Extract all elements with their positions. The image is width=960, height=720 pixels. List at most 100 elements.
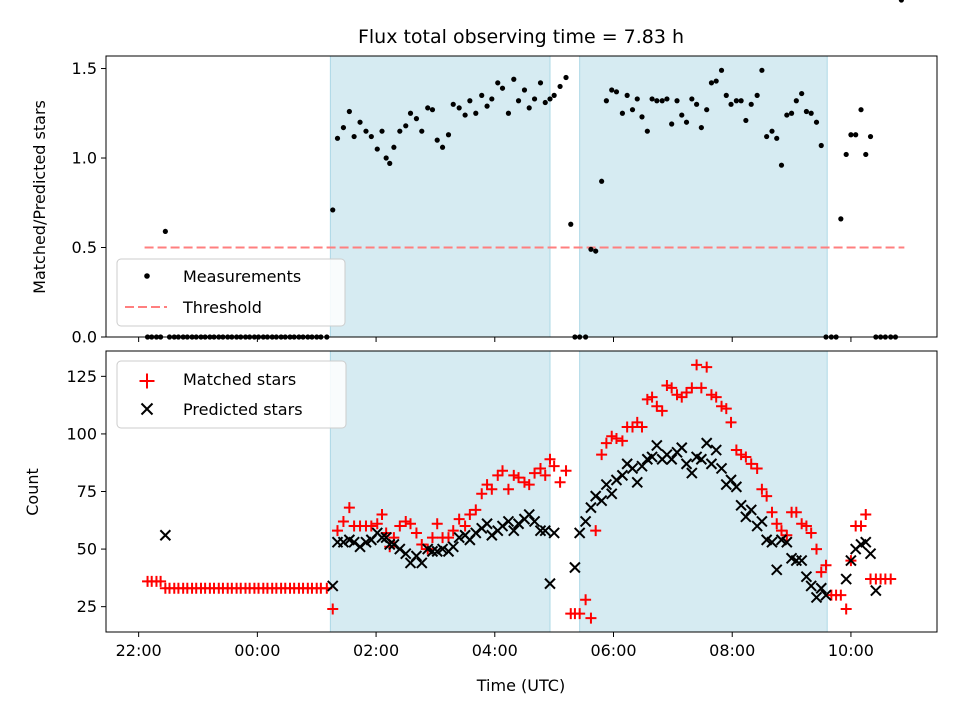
matched-star-point [560,465,572,477]
ratio-y-tick-label: 0.0 [72,328,97,347]
matched-star-point [701,361,713,373]
matched-star-point [376,509,388,521]
chart-title: Flux total observing time = 7.83 h [358,26,684,48]
matched-star-point [661,380,673,392]
matched-star-point [502,483,514,495]
matched-star-point [771,518,783,530]
ratio-legend-frame [116,258,346,327]
measurement-point [649,96,655,102]
predicted-star-point [665,453,678,465]
matched-star-point [331,525,343,537]
measurement-point [489,96,495,102]
x-tick-label: 08:00 [709,641,755,660]
predicted-star-point [573,527,586,539]
measurement-point [619,110,626,116]
measurement-point [568,221,574,227]
measurement-point [803,108,810,115]
predicted-star-point [426,545,439,558]
matched-star-point [327,603,339,615]
measurements-series [144,0,904,340]
measurement-point [526,105,532,111]
measurement-point [708,80,715,86]
predicted-star-point [447,541,459,553]
measurement-point [748,101,754,107]
count-y-tick-label: 125 [66,367,97,386]
measurement-point [644,128,650,134]
measurement-point [340,124,347,131]
matched-star-point [666,382,678,394]
measurement-point [479,92,485,98]
measurement-point [374,146,380,152]
predicted-star-point [337,536,350,548]
matched-star-point [710,391,722,403]
measurement-point [813,119,820,125]
matched-star-point [410,527,422,539]
matched-star-point [610,433,622,445]
matched-star-point [508,469,520,481]
measurement-point [379,128,385,134]
x-tick-label: 06:00 [590,641,636,660]
matched-star-point [497,465,509,477]
measurement-point [769,128,775,134]
measurement-point [858,107,864,113]
predicted-star-point [508,524,520,537]
ratio-panel: 0.0 0.5 1.0 1.5 Matched/Predicted stars Mea… [30,0,938,347]
measurement-point [413,116,420,122]
predicted-star-point [544,577,556,590]
ratio-panel-y-ticks: 0.0 0.5 1.0 1.5 [72,59,106,347]
measurement-point [838,216,844,222]
matched-stars-series [142,359,897,624]
measurement-point [346,108,352,115]
legend-marker-measurements [144,273,150,279]
predicted-star-point [860,536,872,548]
matched-star-point [820,559,832,571]
count-panel-y-ticks: 25 50 75 100 125 [66,367,106,616]
measurement-point [793,98,799,104]
matched-star-point [529,467,541,479]
predicted-star-point [416,557,428,569]
ratio-panel-frame [105,55,938,338]
observing-interval-1 [329,55,551,338]
measurement-point [818,142,824,149]
matched-star-point [740,451,752,463]
ratio-y-tick-label: 0.5 [72,238,97,257]
measurement-point [495,80,501,86]
measurement-point [542,99,548,106]
matched-star-point [539,469,551,481]
measurement-point [429,107,436,113]
measurement-point [613,89,620,95]
matched-star-point [405,518,417,530]
matched-star-point [486,483,498,495]
measurement-point [547,96,553,102]
predicted-star-point [436,543,449,555]
measurement-point [368,133,374,140]
x-tick-label: 22:00 [116,641,162,660]
predicted-star-point [606,488,618,500]
measurement-point [634,96,640,102]
measurement-point [784,112,790,118]
count-y-tick-label: 100 [66,424,97,443]
legend-label-matched: Matched stars [183,370,296,389]
ratio-y-tick-label: 1.5 [72,59,97,78]
measurement-point [551,92,557,98]
legend-label-measurements: Measurements [183,267,301,286]
predicted-star-point [548,527,560,539]
predicted-star-point [740,511,752,523]
predicted-star-point [840,573,852,585]
predicted-star-point [528,515,541,528]
matched-star-point [590,525,602,537]
predicted-star-point [725,474,737,486]
predicted-star-point [870,584,882,597]
measurement-point [898,0,904,3]
measurement-point [867,133,874,140]
measurement-point [383,155,389,161]
predicted-star-point [410,550,423,562]
predicted-star-point [631,476,643,488]
measurement-point [808,110,814,116]
measurement-point [629,107,636,113]
predicted-star-point [766,536,778,548]
measurement-point [599,178,605,184]
predicted-star-point [781,536,793,548]
predicted-star-point [453,531,465,544]
matched-star-point [800,520,812,532]
